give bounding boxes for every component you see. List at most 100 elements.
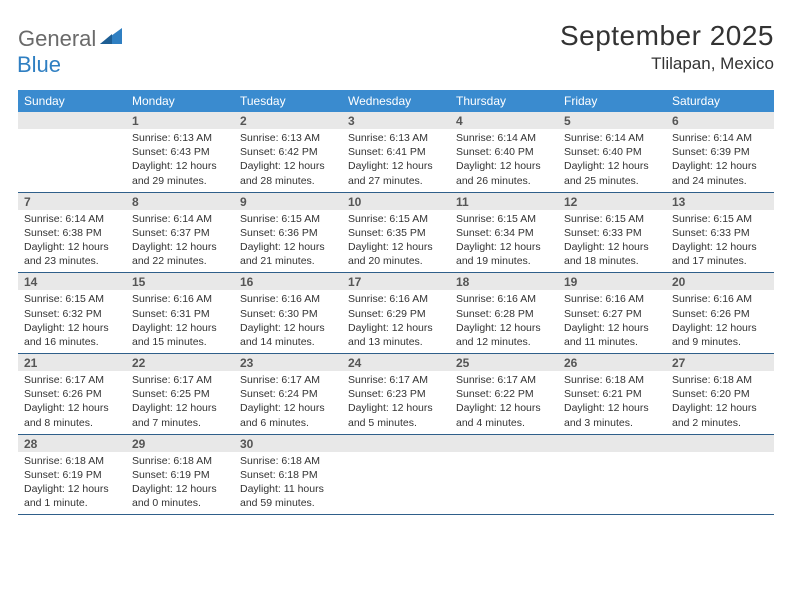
daylight-text: Daylight: 12 hours and 11 minutes. [564,321,660,349]
sunrise-text: Sunrise: 6:17 AM [456,373,552,387]
sunset-text: Sunset: 6:30 PM [240,307,336,321]
day-number: 4 [450,112,558,129]
sunrise-text: Sunrise: 6:16 AM [672,292,768,306]
sunrise-text: Sunrise: 6:15 AM [456,212,552,226]
day-content: Sunrise: 6:16 AMSunset: 6:28 PMDaylight:… [450,290,558,353]
day-content: Sunrise: 6:15 AMSunset: 6:36 PMDaylight:… [234,210,342,273]
logo-general: General [18,26,96,51]
daylight-text: Daylight: 12 hours and 0 minutes. [132,482,228,510]
month-title: September 2025 [560,20,774,52]
daynum-row: 282930 [18,435,774,452]
sunset-text: Sunset: 6:27 PM [564,307,660,321]
daylight-text: Daylight: 12 hours and 9 minutes. [672,321,768,349]
sunset-text: Sunset: 6:42 PM [240,145,336,159]
daylight-text: Daylight: 12 hours and 12 minutes. [456,321,552,349]
sunset-text: Sunset: 6:33 PM [564,226,660,240]
sunrise-text: Sunrise: 6:18 AM [24,454,120,468]
day-content: Sunrise: 6:17 AMSunset: 6:26 PMDaylight:… [18,371,126,434]
day-number: 13 [666,193,774,210]
sunrise-text: Sunrise: 6:15 AM [672,212,768,226]
sunset-text: Sunset: 6:23 PM [348,387,444,401]
daylight-text: Daylight: 12 hours and 1 minute. [24,482,120,510]
day-content: Sunrise: 6:18 AMSunset: 6:19 PMDaylight:… [126,452,234,515]
daylight-text: Daylight: 12 hours and 17 minutes. [672,240,768,268]
day-content: Sunrise: 6:16 AMSunset: 6:31 PMDaylight:… [126,290,234,353]
daylight-text: Daylight: 12 hours and 19 minutes. [456,240,552,268]
sunrise-text: Sunrise: 6:14 AM [132,212,228,226]
sunrise-text: Sunrise: 6:16 AM [132,292,228,306]
day-number [450,435,558,452]
sunrise-text: Sunrise: 6:16 AM [564,292,660,306]
daylight-text: Daylight: 12 hours and 15 minutes. [132,321,228,349]
logo: General Blue [18,20,126,78]
sunset-text: Sunset: 6:19 PM [132,468,228,482]
logo-sail-icon [100,33,126,50]
day-number: 7 [18,193,126,210]
weekday-cell: Sunday [18,90,126,112]
day-number: 25 [450,354,558,371]
sunset-text: Sunset: 6:25 PM [132,387,228,401]
daylight-text: Daylight: 12 hours and 4 minutes. [456,401,552,429]
weeks-container: 123456Sunrise: 6:13 AMSunset: 6:43 PMDay… [18,112,774,515]
daylight-text: Daylight: 12 hours and 3 minutes. [564,401,660,429]
sunset-text: Sunset: 6:18 PM [240,468,336,482]
sunrise-text: Sunrise: 6:17 AM [132,373,228,387]
day-content: Sunrise: 6:14 AMSunset: 6:40 PMDaylight:… [558,129,666,192]
sunrise-text: Sunrise: 6:17 AM [24,373,120,387]
week-row: 14151617181920Sunrise: 6:15 AMSunset: 6:… [18,273,774,354]
sunrise-text: Sunrise: 6:15 AM [240,212,336,226]
sunrise-text: Sunrise: 6:15 AM [24,292,120,306]
day-number: 9 [234,193,342,210]
daynum-row: 78910111213 [18,193,774,210]
sunset-text: Sunset: 6:41 PM [348,145,444,159]
content-row: Sunrise: 6:13 AMSunset: 6:43 PMDaylight:… [18,129,774,192]
week-row: 282930Sunrise: 6:18 AMSunset: 6:19 PMDay… [18,435,774,516]
day-content: Sunrise: 6:17 AMSunset: 6:23 PMDaylight:… [342,371,450,434]
sunset-text: Sunset: 6:37 PM [132,226,228,240]
sunset-text: Sunset: 6:33 PM [672,226,768,240]
sunrise-text: Sunrise: 6:15 AM [348,212,444,226]
daylight-text: Daylight: 12 hours and 24 minutes. [672,159,768,187]
day-number: 5 [558,112,666,129]
sunrise-text: Sunrise: 6:18 AM [240,454,336,468]
day-number: 14 [18,273,126,290]
logo-blue: Blue [17,52,61,77]
day-content [18,129,126,192]
day-content: Sunrise: 6:16 AMSunset: 6:27 PMDaylight:… [558,290,666,353]
day-number: 8 [126,193,234,210]
sunset-text: Sunset: 6:36 PM [240,226,336,240]
sunset-text: Sunset: 6:31 PM [132,307,228,321]
day-number: 28 [18,435,126,452]
day-content: Sunrise: 6:18 AMSunset: 6:18 PMDaylight:… [234,452,342,515]
sunrise-text: Sunrise: 6:17 AM [240,373,336,387]
day-number: 22 [126,354,234,371]
day-number: 20 [666,273,774,290]
daylight-text: Daylight: 12 hours and 27 minutes. [348,159,444,187]
day-content: Sunrise: 6:15 AMSunset: 6:33 PMDaylight:… [666,210,774,273]
day-number: 21 [18,354,126,371]
title-block: September 2025 Tlilapan, Mexico [560,20,774,74]
day-number: 29 [126,435,234,452]
sunset-text: Sunset: 6:26 PM [24,387,120,401]
sunset-text: Sunset: 6:29 PM [348,307,444,321]
sunset-text: Sunset: 6:32 PM [24,307,120,321]
daynum-row: 14151617181920 [18,273,774,290]
weekday-cell: Wednesday [342,90,450,112]
daylight-text: Daylight: 12 hours and 23 minutes. [24,240,120,268]
header: General Blue September 2025 Tlilapan, Me… [18,20,774,78]
sunrise-text: Sunrise: 6:13 AM [348,131,444,145]
day-content: Sunrise: 6:16 AMSunset: 6:26 PMDaylight:… [666,290,774,353]
sunset-text: Sunset: 6:21 PM [564,387,660,401]
day-number [558,435,666,452]
day-content: Sunrise: 6:14 AMSunset: 6:38 PMDaylight:… [18,210,126,273]
day-content [450,452,558,515]
day-number: 10 [342,193,450,210]
day-number: 15 [126,273,234,290]
day-content: Sunrise: 6:15 AMSunset: 6:32 PMDaylight:… [18,290,126,353]
page: General Blue September 2025 Tlilapan, Me… [0,0,792,525]
daylight-text: Daylight: 12 hours and 26 minutes. [456,159,552,187]
daylight-text: Daylight: 12 hours and 14 minutes. [240,321,336,349]
sunset-text: Sunset: 6:34 PM [456,226,552,240]
content-row: Sunrise: 6:15 AMSunset: 6:32 PM Daylight:… [18,290,774,353]
daylight-text: Daylight: 12 hours and 22 minutes. [132,240,228,268]
